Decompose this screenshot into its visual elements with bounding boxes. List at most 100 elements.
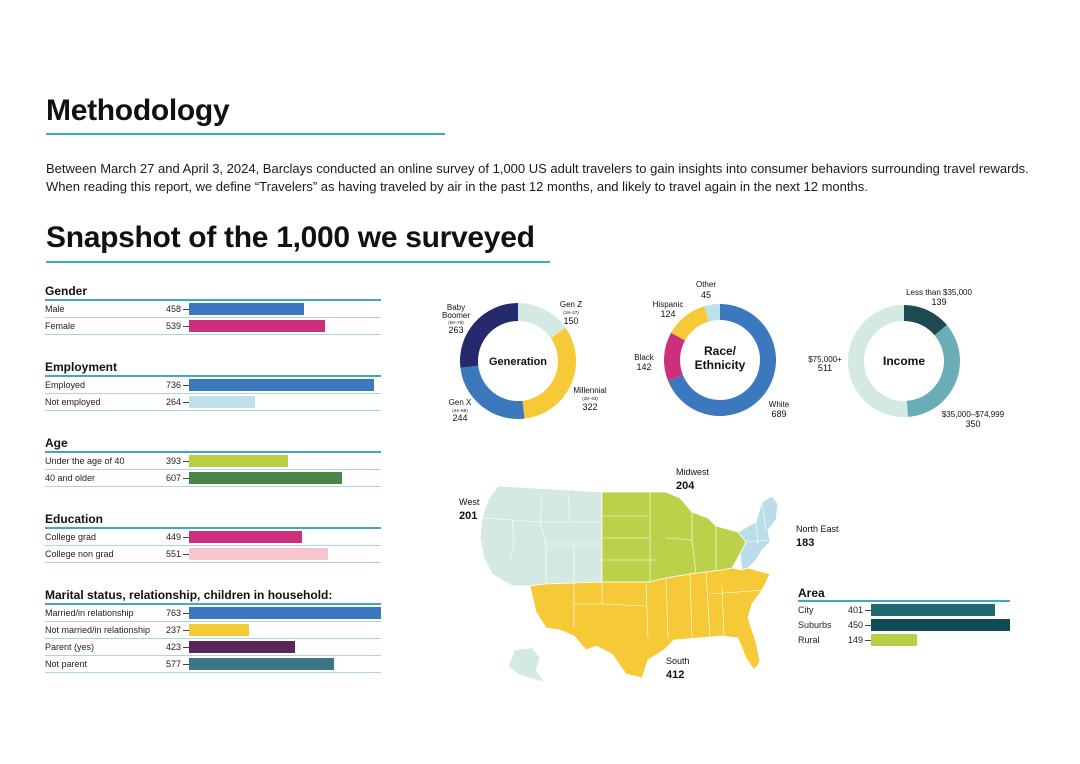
slice-less-than-35-000 [904, 305, 947, 336]
slice-range: (28–43) [582, 396, 598, 401]
slice-hispanic [671, 306, 709, 341]
slice-value: 322 [582, 402, 597, 412]
bar-tick [183, 326, 189, 327]
bar-row: Not employed 264 [45, 394, 381, 411]
group-rule [45, 299, 381, 301]
bar-value-label: 237 [165, 625, 181, 635]
bar-row: Rural 149 [798, 632, 1010, 649]
bar-tick [183, 554, 189, 555]
slice-value: 150 [563, 316, 578, 326]
bar-tick [183, 385, 189, 386]
slice-label: $75,000+ [808, 355, 842, 364]
slice-gen-z [518, 303, 566, 339]
group-rule [45, 375, 381, 377]
slice-75-000 [848, 305, 908, 417]
us-region-map [479, 485, 779, 683]
bar-college-non-grad [189, 548, 328, 560]
bar-male [189, 303, 304, 315]
slice-label: Gen Z [560, 300, 582, 309]
slice-millennial [522, 327, 576, 419]
slice-gen-x [460, 365, 525, 419]
bar-under-the-age-of-40 [189, 455, 288, 467]
slice-range: (60–78) [448, 320, 464, 325]
bar-value-label: 539 [165, 321, 181, 331]
bar-tick [183, 630, 189, 631]
row-separator [45, 469, 381, 470]
region-label-west: West [459, 497, 480, 507]
bar-value-label: 607 [165, 473, 181, 483]
bar-value-label: 264 [165, 397, 181, 407]
slice-label: Hispanic [653, 300, 684, 309]
bar-row: City 401 [798, 602, 1010, 619]
map-region-midwest [601, 491, 747, 583]
slice-value: 689 [771, 409, 786, 419]
row-separator [45, 562, 381, 563]
bar-tick [183, 309, 189, 310]
bar-college-grad [189, 531, 302, 543]
slice-value: 350 [965, 419, 980, 429]
slice-35-000-74-999 [906, 325, 960, 417]
row-separator [45, 655, 381, 656]
map-northeast-state-lines [745, 501, 769, 545]
slice-value: 139 [931, 297, 946, 307]
bar-tick [865, 625, 871, 626]
bar-row: Employed 736 [45, 377, 381, 394]
row-separator [45, 317, 381, 318]
map-region-west [479, 485, 603, 587]
bar-value-label: 577 [165, 659, 181, 669]
group-title-area: Area [798, 586, 825, 600]
slice-black [664, 332, 686, 381]
bar-row: College grad 449 [45, 529, 381, 546]
bar-tick [865, 610, 871, 611]
bar-value-label: 401 [847, 605, 863, 615]
slice-white [668, 304, 776, 416]
bar-not-married-in-relationship [189, 624, 249, 636]
methodology-heading: Methodology [46, 94, 230, 127]
bar-value-label: 149 [847, 635, 863, 645]
row-separator [45, 393, 381, 394]
bar-value-label: 449 [165, 532, 181, 542]
snapshot-underline [46, 261, 550, 263]
slice-label: White [769, 400, 790, 409]
bar-tick [183, 647, 189, 648]
bar-label: Parent (yes) [45, 642, 95, 652]
slice-range: (44–59) [452, 408, 468, 413]
row-separator [45, 545, 381, 546]
bar-label: Not married/in relationship [45, 625, 151, 635]
bar-value-label: 763 [165, 608, 181, 618]
bar-city [871, 604, 995, 616]
snapshot-heading: Snapshot of the 1,000 we surveyed [46, 221, 535, 254]
bar-not-parent [189, 658, 334, 670]
bar-tick [183, 478, 189, 479]
row-separator [45, 486, 381, 487]
row-separator [45, 410, 381, 411]
slice-value: 263 [448, 325, 463, 335]
bar-row: 40 and older 607 [45, 470, 381, 487]
bar-row: Not parent 577 [45, 656, 381, 673]
bar-female [189, 320, 325, 332]
bar-value-label: 450 [847, 620, 863, 630]
bar-row: Not married/in relationship 237 [45, 622, 381, 639]
bar-label: Not employed [45, 397, 101, 407]
slice-label: Less than $35,000 [906, 288, 972, 297]
slice-other [704, 304, 720, 322]
region-value-midwest: 204 [676, 480, 695, 492]
bar-tick [183, 461, 189, 462]
bar-label: Married/in relationship [45, 608, 134, 618]
bar-row: College non grad 551 [45, 546, 381, 563]
bar-married-in-relationship [189, 607, 381, 619]
slice-label: Gen X [449, 398, 472, 407]
donut-center-title: Generation [489, 356, 547, 368]
row-separator [45, 672, 381, 673]
region-label-south: South [666, 656, 690, 666]
slice-label: $35,000–$74,999 [942, 410, 1005, 419]
bar-row: Under the age of 40 393 [45, 453, 381, 470]
bar-tick [183, 664, 189, 665]
bar-employed [189, 379, 374, 391]
bar-not-employed [189, 396, 255, 408]
slice-value: 511 [818, 363, 832, 373]
bar-label: City [798, 605, 814, 615]
group-rule [798, 600, 1010, 602]
donut-center-title: Income [883, 354, 925, 368]
group-title-gender: Gender [45, 284, 88, 298]
